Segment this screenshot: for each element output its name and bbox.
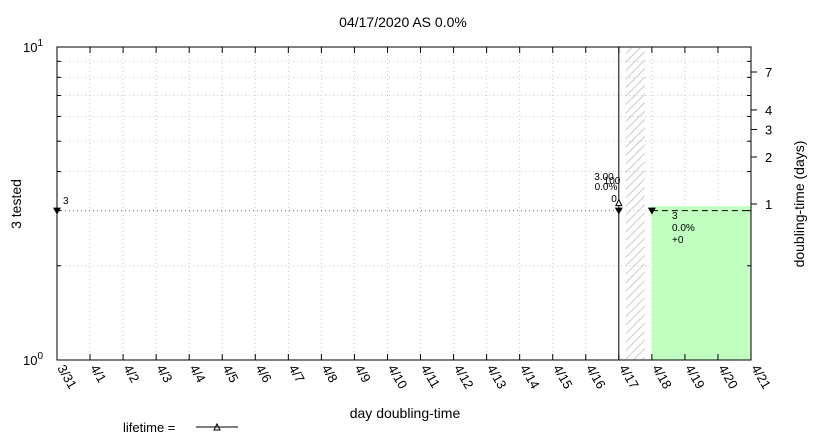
x-tick-label: 4/1 (87, 362, 109, 385)
y2-tick-label: 3 (765, 122, 772, 137)
x-tick-label: 4/7 (286, 362, 308, 385)
y2-tick-label: 1 (765, 197, 772, 212)
x-tick-label: 4/14 (517, 362, 543, 391)
x-tick-label: 3/31 (54, 362, 80, 391)
mid-label-pct100: 100 (604, 176, 621, 187)
x-axis-label: day doubling-time (350, 405, 461, 421)
series-points (53, 198, 656, 215)
x-tick-label: 4/8 (319, 362, 341, 385)
x-tick-label: 4/6 (253, 362, 275, 385)
y-tick-label: 100 (23, 351, 43, 368)
x-tick-label: 4/17 (616, 362, 642, 391)
right-label-count: 3 (672, 211, 678, 222)
plot-frame (56, 46, 752, 361)
y2-tick-label: 7 (765, 65, 772, 80)
series-point (614, 207, 623, 215)
hatched-region (625, 47, 645, 360)
mid-label-rate: 3.00 (594, 172, 614, 183)
annotation-left: 3 (63, 196, 69, 207)
left-point-label: 3 (63, 196, 69, 207)
x-tick-label: 4/4 (187, 362, 209, 385)
right-label-delta: +0 (672, 235, 684, 246)
x-axis-ticks: 3/31 4/1 4/2 4/3 4/4 4/5 4/6 4/7 4/8 4/9 4/10 4/11 4… (54, 47, 774, 391)
x-tick-label: 4/13 (484, 362, 510, 391)
mid-label-pct: 0.0% (595, 182, 618, 193)
y-tick-label: 101 (23, 38, 43, 55)
annotation-mid: 3.00 100 0.0% 0 (594, 172, 621, 205)
x-tick-label: 4/9 (352, 362, 374, 385)
x-tick-label: 4/15 (550, 362, 576, 391)
legend-label: lifetime = (123, 420, 175, 435)
projection-region (651, 206, 751, 360)
y2-axis-label: doubling-time (days) (791, 141, 807, 268)
y2-tick-label: 2 (765, 150, 772, 165)
x-tick-label: 4/3 (154, 362, 176, 385)
y2-tick-label: 4 (765, 103, 772, 118)
x-tick-label: 4/11 (418, 362, 443, 391)
x-tick-label: 4/10 (385, 362, 411, 391)
chart-title: 04/17/2020 AS 0.0% (339, 14, 467, 30)
legend: lifetime = (123, 420, 238, 435)
lifetime-marker (615, 198, 623, 207)
series-point (53, 207, 61, 215)
legend-triangle-icon (213, 422, 221, 431)
y-tick-exponent: 0 (37, 351, 43, 362)
x-tick-label: 4/12 (451, 362, 477, 391)
annotation-right: 3 0.0% +0 (672, 211, 695, 246)
x-tick-label: 4/18 (649, 362, 675, 391)
grid-layer (56, 47, 752, 360)
y2-axis-ticks: 1 2 3 4 7 (751, 65, 772, 212)
y-tick-exponent: 1 (37, 38, 43, 49)
y-axis-label: 3 tested (8, 179, 24, 229)
x-tick-label: 4/16 (583, 362, 609, 391)
x-tick-label: 4/20 (715, 362, 741, 391)
series-point (647, 207, 656, 215)
x-tick-label: 4/5 (220, 362, 242, 385)
right-label-pct: 0.0% (672, 223, 695, 234)
mid-label-zero: 0 (611, 194, 617, 205)
x-tick-label: 4/19 (682, 362, 708, 391)
x-tick-label: 4/21 (748, 362, 774, 391)
x-tick-label: 4/2 (120, 362, 142, 385)
